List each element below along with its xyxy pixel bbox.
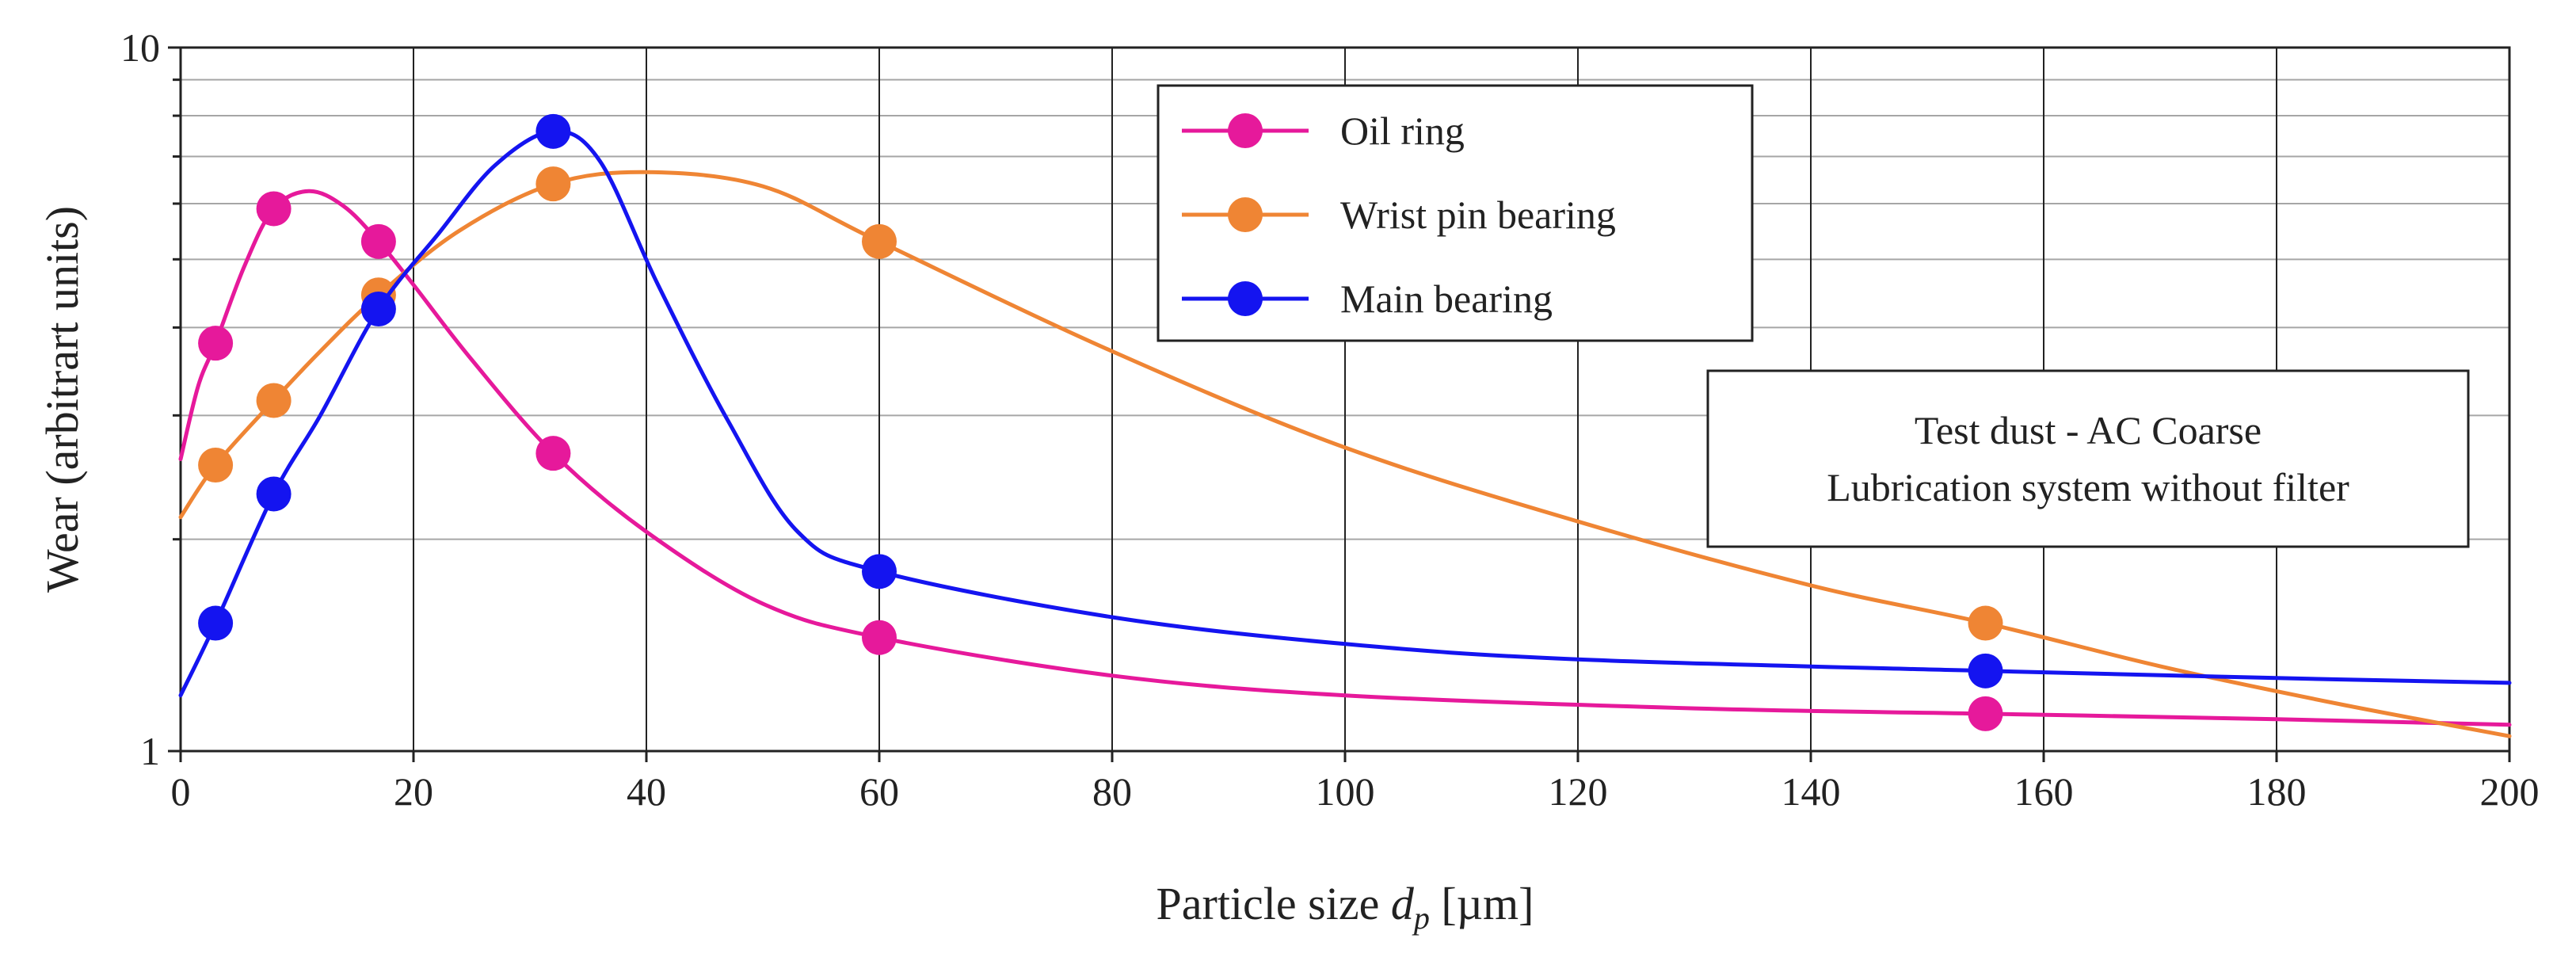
legend-label: Wrist pin bearing — [1340, 193, 1616, 237]
annotation-line: Test dust - AC Coarse — [1915, 408, 2262, 452]
data-point-oil-ring — [198, 326, 234, 361]
data-point-main-bearing — [862, 554, 897, 589]
x-tick-label: 160 — [2014, 769, 2074, 814]
data-point-wrist-pin-bearing — [862, 223, 897, 259]
legend-marker — [1228, 113, 1263, 148]
data-point-main-bearing — [256, 476, 292, 512]
tick-label-layer: 0 20 40 60 80 100 120 140 160 180 200 1 10 — [120, 25, 2540, 814]
y-tick-label: 1 — [140, 729, 160, 773]
legend: Oil ring Wrist pin bearing Main bearing — [1157, 84, 1754, 342]
series-main-bearing — [178, 113, 2512, 698]
x-axis-title-variable: d — [1391, 878, 1415, 929]
data-point-oil-ring — [862, 620, 897, 655]
data-point-oil-ring — [535, 436, 571, 471]
x-axis-title-main: Particle size — [1157, 878, 1391, 929]
legend-item-main-bearing: Main bearing — [1182, 277, 1553, 321]
x-tick-label: 100 — [1316, 769, 1375, 814]
x-tick-label: 60 — [859, 769, 899, 814]
x-tick-label: 200 — [2480, 769, 2540, 814]
data-point-wrist-pin-bearing — [256, 383, 292, 418]
series-layer — [178, 113, 2512, 738]
x-tick-label: 40 — [627, 769, 666, 814]
x-tick-label: 180 — [2247, 769, 2307, 814]
legend-item-wrist-pin-bearing: Wrist pin bearing — [1182, 193, 1616, 237]
frame-layer — [168, 46, 2511, 762]
legend-marker — [1228, 197, 1263, 232]
data-point-wrist-pin-bearing — [1968, 605, 2003, 641]
annotation-box: Test dust - AC Coarse Lubrication system … — [1706, 369, 2470, 548]
data-point-wrist-pin-bearing — [535, 166, 571, 202]
series-oil-ring — [178, 189, 2512, 731]
x-tick-label: 80 — [1092, 769, 1132, 814]
data-point-oil-ring — [1968, 696, 2003, 731]
legend-item-oil-ring: Oil ring — [1182, 109, 1465, 153]
x-tick-label: 140 — [1781, 769, 1841, 814]
legend-label: Main bearing — [1340, 277, 1553, 321]
data-point-main-bearing — [198, 605, 234, 641]
x-axis-title-subscript: p — [1412, 900, 1430, 936]
annotation-line: Lubrication system without filter — [1827, 465, 2349, 509]
data-point-main-bearing — [360, 291, 396, 326]
series-line-main-bearing — [178, 129, 2512, 698]
x-tick-label: 20 — [394, 769, 433, 814]
y-tick-label: 10 — [120, 25, 160, 70]
data-point-oil-ring — [256, 191, 292, 227]
legend-label: Oil ring — [1340, 109, 1465, 153]
annotation-border — [1706, 369, 2470, 548]
data-point-wrist-pin-bearing — [198, 447, 234, 482]
data-point-oil-ring — [360, 223, 396, 259]
x-tick-label: 0 — [171, 769, 191, 814]
y-axis-title: Wear (arbitrart units) — [36, 206, 88, 593]
x-axis-title-unit: [µm] — [1430, 878, 1534, 929]
x-axis-title: Particle size dp [µm] — [1157, 878, 1534, 936]
data-point-main-bearing — [535, 113, 571, 149]
data-point-main-bearing — [1968, 653, 2003, 688]
x-tick-label: 120 — [1549, 769, 1608, 814]
legend-marker — [1228, 281, 1263, 316]
